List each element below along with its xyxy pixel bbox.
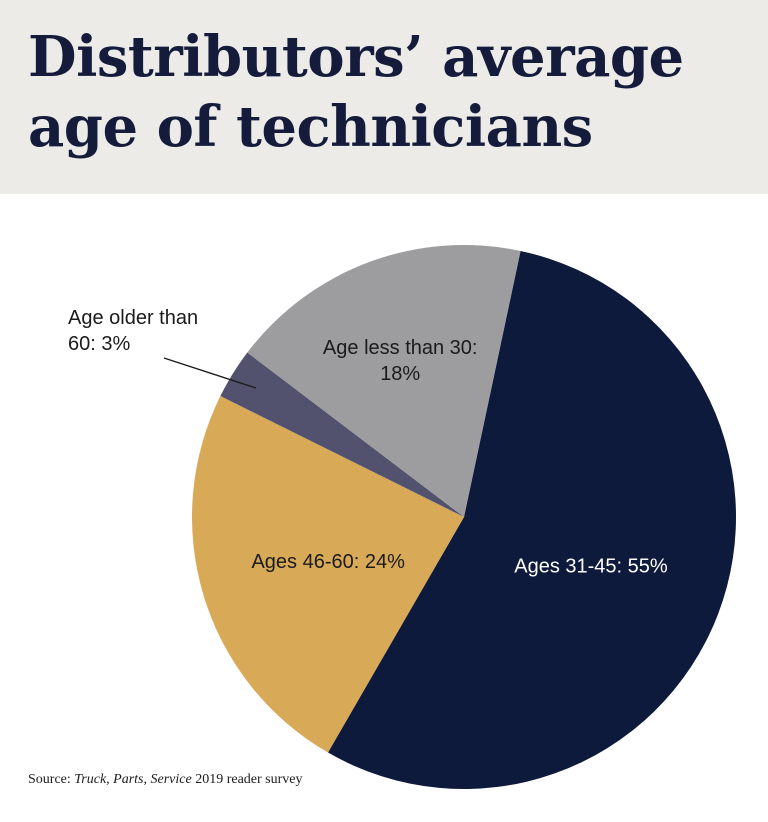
pie-slice-ages-31-45-55 [328, 250, 737, 789]
source-prefix: Source: [28, 772, 75, 787]
source-suffix: 2019 reader survey [191, 772, 303, 787]
leader-line-age-older-than-60-3 [163, 357, 257, 389]
title-banner [0, 0, 768, 194]
pie-slice-ages-46-60-24 [191, 396, 464, 753]
chart-title: Distributors’ average age of technicians [28, 24, 684, 160]
slice-label-age-less-than-30-18: Age less than 30: 18% [323, 337, 478, 385]
slice-label-ages-46-60-24: Ages 46-60: 24% [251, 551, 405, 573]
slice-label-ages-31-45-55: Ages 31-45: 55% [514, 556, 668, 578]
pie-labels: Ages 31-45: 55% Ages 46-60: 24% Age older … [68, 307, 668, 578]
source-publication: Truck, Parts, Service [74, 772, 192, 787]
pie-slice-age-older-than-60-3 [220, 352, 464, 517]
pie-slice-age-less-than-30-18 [247, 244, 521, 517]
source-note: Source: Truck, Parts, Service 2019 reade… [28, 772, 302, 788]
pie-slices [191, 244, 737, 789]
slice-label-age-older-than-60-3: Age older than 60: 3% [68, 307, 198, 355]
